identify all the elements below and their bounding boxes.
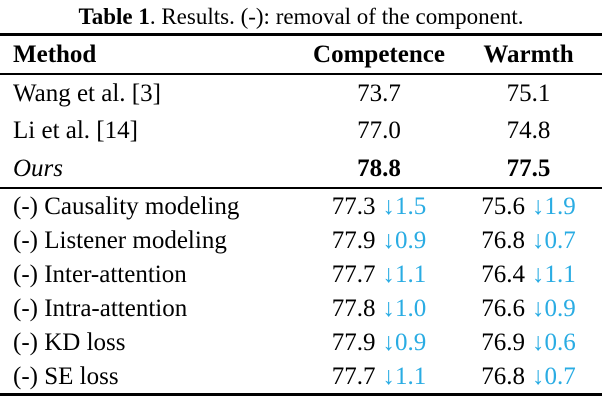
method-cell: Wang et al. [3]	[13, 80, 161, 108]
column-header-warmth: Warmth	[483, 41, 574, 68]
competence-delta-down-arrow: ↓1.1	[382, 362, 427, 390]
baseline-section: Wang et al. [3] 73.7 75.1 Li et al. [14]…	[0, 75, 602, 187]
table-caption: Table 1. Results. (-): removal of the co…	[0, 0, 602, 33]
competence-value: 78.8	[357, 154, 401, 182]
warmth-value: 76.6	[481, 294, 525, 322]
competence-delta-down-arrow: ↓1.5	[382, 192, 427, 220]
method-cell: (-) SE loss	[13, 362, 119, 390]
table-row: (-) Causality modeling 77.3 ↓1.5 75.6 ↓1.9	[0, 189, 602, 223]
competence-delta-down-arrow: ↓1.0	[382, 294, 427, 322]
warmth-delta-down-arrow: ↓1.1	[532, 260, 576, 288]
top-rule	[0, 33, 602, 36]
table-caption-text: . Results. (-): removal of the component…	[149, 3, 524, 29]
competence-delta-down-arrow: ↓1.1	[382, 260, 427, 288]
table-caption-label: Table 1	[78, 3, 150, 29]
method-cell: Li et al. [14]	[13, 117, 138, 145]
method-cell: (-) KD loss	[13, 328, 126, 356]
competence-value: 77.8	[331, 294, 376, 322]
table-row: (-) KD loss 77.9 ↓0.9 76.9 ↓0.6	[0, 325, 602, 359]
table-row-ours: Ours 78.8 77.5	[0, 150, 602, 187]
method-cell: (-) Intra-attention	[13, 294, 188, 322]
method-cell: Ours	[13, 154, 64, 182]
table-header-row: Method Competence Warmth	[0, 36, 602, 73]
table-row: Wang et al. [3] 73.7 75.1	[0, 75, 602, 112]
method-cell: (-) Listener modeling	[13, 226, 227, 254]
column-header-method: Method	[13, 41, 97, 68]
mid-rule	[0, 187, 602, 189]
warmth-delta-down-arrow: ↓0.7	[532, 226, 576, 254]
competence-value: 77.9	[331, 328, 376, 356]
warmth-delta-down-arrow: ↓1.9	[532, 192, 576, 220]
competence-value: 77.9	[331, 226, 376, 254]
warmth-value: 74.8	[506, 117, 551, 145]
table-row: (-) SE loss 77.7 ↓1.1 76.8 ↓0.7	[0, 359, 602, 393]
warmth-delta-down-arrow: ↓0.7	[532, 362, 576, 390]
warmth-delta-down-arrow: ↓0.6	[532, 328, 576, 356]
method-cell: (-) Inter-attention	[13, 260, 187, 288]
warmth-delta-down-arrow: ↓0.9	[532, 294, 576, 322]
competence-value: 73.7	[357, 80, 401, 108]
warmth-value: 76.8	[481, 362, 525, 390]
competence-delta-down-arrow: ↓0.9	[382, 226, 427, 254]
bottom-rule	[0, 393, 602, 396]
table-row: (-) Listener modeling 77.9 ↓0.9 76.8 ↓0.7	[0, 223, 602, 257]
warmth-value: 76.8	[481, 226, 525, 254]
warmth-value: 75.6	[481, 192, 525, 220]
table-row: Li et al. [14] 77.0 74.8	[0, 112, 602, 149]
header-rule	[0, 73, 602, 75]
competence-value: 77.7	[331, 260, 376, 288]
column-header-competence: Competence	[313, 41, 445, 68]
competence-value: 77.3	[331, 192, 376, 220]
warmth-value: 75.1	[506, 80, 551, 108]
ablation-section: (-) Causality modeling 77.3 ↓1.5 75.6 ↓1.9…	[0, 189, 602, 393]
competence-value: 77.0	[357, 117, 401, 145]
warmth-value: 77.5	[506, 154, 551, 182]
table-row: (-) Inter-attention 77.7 ↓1.1 76.4 ↓1.1	[0, 257, 602, 291]
competence-value: 77.7	[331, 362, 376, 390]
warmth-value: 76.4	[481, 260, 525, 288]
competence-delta-down-arrow: ↓0.9	[382, 328, 427, 356]
method-cell: (-) Causality modeling	[13, 192, 240, 220]
table-row: (-) Intra-attention 77.8 ↓1.0 76.6 ↓0.9	[0, 291, 602, 325]
warmth-value: 76.9	[481, 328, 525, 356]
